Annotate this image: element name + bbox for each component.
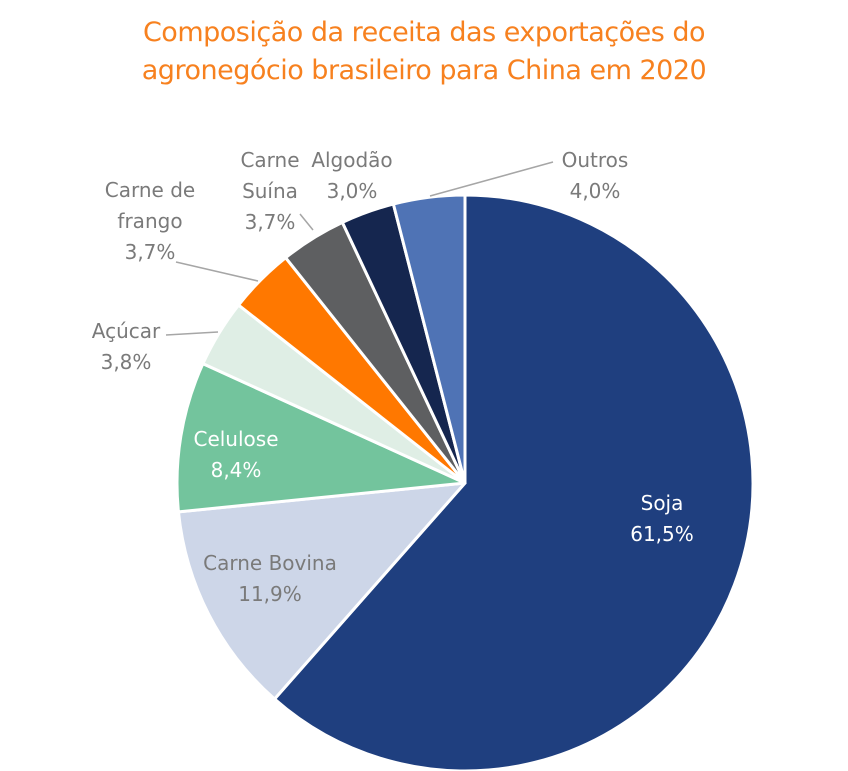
data-label: Soja 61,5% [630,491,694,546]
slice-label: Carne Bovina [203,551,337,575]
slice-value: 61,5% [630,522,694,546]
data-label: Carne Bovina 11,9% [203,551,337,606]
slice-value: 4,0% [570,179,621,203]
slice-label: Soja [641,491,684,515]
slice-label: frango [117,209,182,233]
slice-label: Outros [562,148,629,172]
data-label: Açúcar 3,8% [92,319,161,374]
data-label: Carne Suína 3,7% [240,148,299,234]
pie-slice-soja [273,193,755,771]
data-label: Algodão 3,0% [311,148,392,203]
pie-slice-outros [391,193,467,485]
chart-title-line-1: Composição da receita das exportações do [142,17,706,48]
slice-label: Suína [242,179,298,203]
slice-value: 3,0% [327,179,378,203]
slice-label: Carne [240,148,299,172]
slice-label: Algodão [311,148,392,172]
slice-value: 3,8% [101,350,152,374]
leader-line [165,331,219,336]
data-label: Celulose 8,4% [193,427,278,482]
slice-label: Carne de [105,178,195,202]
slice-value: 11,9% [238,582,302,606]
pie-slice-carne-bovina [176,481,467,701]
slice-value: 3,7% [125,240,176,264]
data-label: Outros 4,0% [562,148,629,203]
leader-line [175,261,259,282]
chart-title: Composição da receita das exportações do… [0,14,848,90]
leader-line [429,161,554,197]
slice-label: Açúcar [92,319,161,343]
slice-value: 3,7% [245,210,296,234]
chart-title-line-2: agronegócio brasileiro para China em 202… [141,55,707,86]
leader-line [299,213,314,231]
pie-slice-celulose [175,362,467,514]
data-label: Carne de frango 3,7% [105,178,195,264]
slice-label: Celulose [193,427,278,451]
slice-value: 8,4% [211,458,262,482]
